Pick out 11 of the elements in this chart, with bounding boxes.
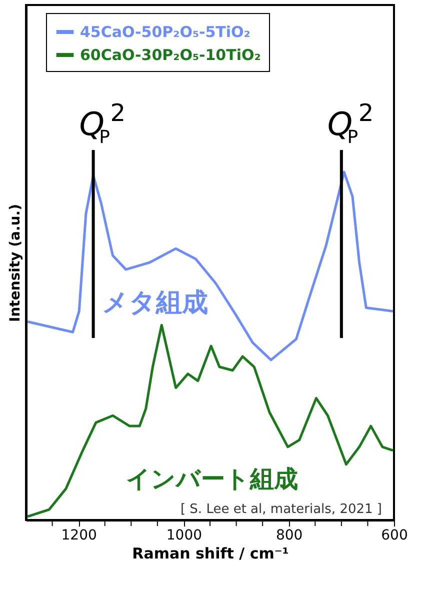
x-tick-label: 1200 [61, 528, 97, 544]
annotation: [ S. Lee et al, materials, 2021 ] [180, 502, 382, 517]
y-axis-title: Intensity (a.u.) [8, 204, 24, 322]
annotation: インバート組成 [126, 465, 298, 493]
x-tick-label: 800 [276, 528, 303, 544]
x-tick-label: 1000 [166, 528, 202, 544]
x-tick-label: 600 [381, 528, 408, 544]
x-axis-title: Raman shift / cm⁻¹ [132, 544, 289, 562]
legend-label: 60CaO-30P₂O₅-10TiO₂ [80, 46, 261, 64]
legend-label: 45CaO-50P₂O₅-5TiO₂ [80, 23, 250, 41]
annotation: メタ組成 [102, 288, 208, 318]
